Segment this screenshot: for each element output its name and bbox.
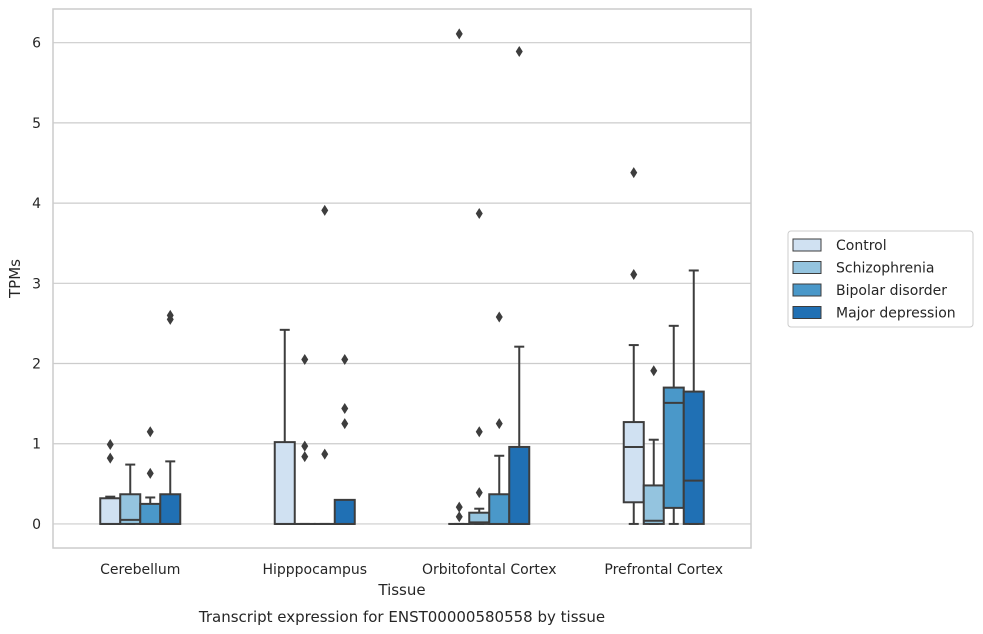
box-control — [273, 328, 296, 525]
legend-swatch — [792, 261, 822, 274]
x-axis-ticks: Cerebellum Hipppocampus Orbitofontal Corte… — [100, 562, 723, 578]
legend-label: Control — [836, 238, 887, 254]
box-control — [448, 28, 471, 525]
outlier-point — [321, 204, 329, 216]
outlier-point — [630, 268, 638, 280]
outlier-point — [146, 467, 154, 479]
gridlines — [53, 42, 751, 525]
legend: Control Schizophrenia Bipolar disorder Majo… — [787, 230, 974, 328]
box-iqr — [622, 421, 645, 504]
outlier-point — [475, 208, 483, 220]
outlier-point — [301, 451, 309, 463]
outlier-point — [650, 365, 658, 377]
outlier-point — [146, 426, 154, 438]
y-tick-label: 5 — [32, 116, 41, 132]
box-major-depression — [508, 46, 531, 525]
box-bipolar-disorder — [313, 204, 336, 525]
outlier-point — [455, 28, 463, 40]
y-tick-label: 2 — [32, 357, 41, 373]
outlier-point — [630, 167, 638, 179]
x-tick-label: Cerebellum — [100, 562, 180, 578]
y-tick-label: 0 — [32, 517, 41, 533]
box-iqr — [333, 498, 356, 525]
outlier-point — [166, 309, 174, 321]
outlier-point — [341, 354, 349, 366]
legend-label: Schizophrenia — [836, 261, 934, 277]
box-schizophrenia — [293, 354, 316, 525]
outlier-point — [106, 452, 114, 464]
box-iqr — [139, 502, 162, 525]
y-tick-label: 1 — [32, 437, 41, 453]
outlier-point — [455, 511, 463, 523]
y-tick-label: 4 — [32, 196, 41, 212]
box-schizophrenia — [119, 463, 142, 525]
y-axis-ticks: 0 1 2 3 4 5 6 — [32, 36, 41, 533]
outlier-point — [106, 439, 114, 451]
outlier-point — [341, 402, 349, 414]
box-schizophrenia — [642, 365, 665, 525]
box-iqr — [682, 390, 705, 525]
y-tick-label: 6 — [32, 36, 41, 52]
outlier-point — [475, 487, 483, 499]
outlier-point — [495, 418, 503, 430]
x-axis-title: Tissue — [377, 581, 425, 599]
outlier-point — [321, 448, 329, 460]
legend-swatch — [792, 306, 822, 319]
legend-swatch — [792, 283, 822, 297]
boxes — [99, 28, 705, 525]
outlier-point — [495, 311, 503, 323]
box-major-depression — [333, 354, 356, 525]
legend-frame — [787, 230, 974, 328]
outlier-point — [515, 46, 523, 58]
outlier-point — [341, 418, 349, 430]
outlier-point — [301, 354, 309, 366]
box-control — [622, 167, 645, 525]
box-iqr — [662, 386, 685, 509]
box-iqr — [642, 484, 665, 525]
box-major-depression — [682, 269, 705, 525]
legend-label: Bipolar disorder — [836, 283, 947, 299]
box-iqr — [508, 445, 531, 525]
box-control — [99, 439, 122, 525]
box-bipolar-disorder — [488, 311, 511, 525]
box-bipolar-disorder — [662, 324, 685, 525]
y-tick-label: 3 — [32, 276, 41, 292]
box-iqr — [99, 497, 122, 525]
plot-frame — [52, 8, 752, 549]
legend-swatch — [792, 238, 822, 252]
box-iqr — [273, 441, 296, 525]
box-iqr — [488, 493, 511, 525]
box-iqr — [159, 493, 182, 525]
outlier-point — [301, 440, 309, 452]
outlier-point — [475, 426, 483, 438]
chart-caption: Transcript expression for ENST0000058055… — [198, 608, 605, 626]
legend-label: Major depression — [836, 306, 956, 322]
box-schizophrenia — [468, 208, 491, 525]
x-tick-label: Prefrontal Cortex — [604, 562, 723, 578]
x-tick-label: Orbitofontal Cortex — [422, 562, 557, 578]
outlier-point — [455, 501, 463, 513]
x-tick-label: Hipppocampus — [262, 562, 367, 578]
box-bipolar-disorder — [139, 426, 162, 525]
y-axis-title: TPMs — [6, 259, 24, 299]
box-major-depression — [159, 309, 182, 525]
